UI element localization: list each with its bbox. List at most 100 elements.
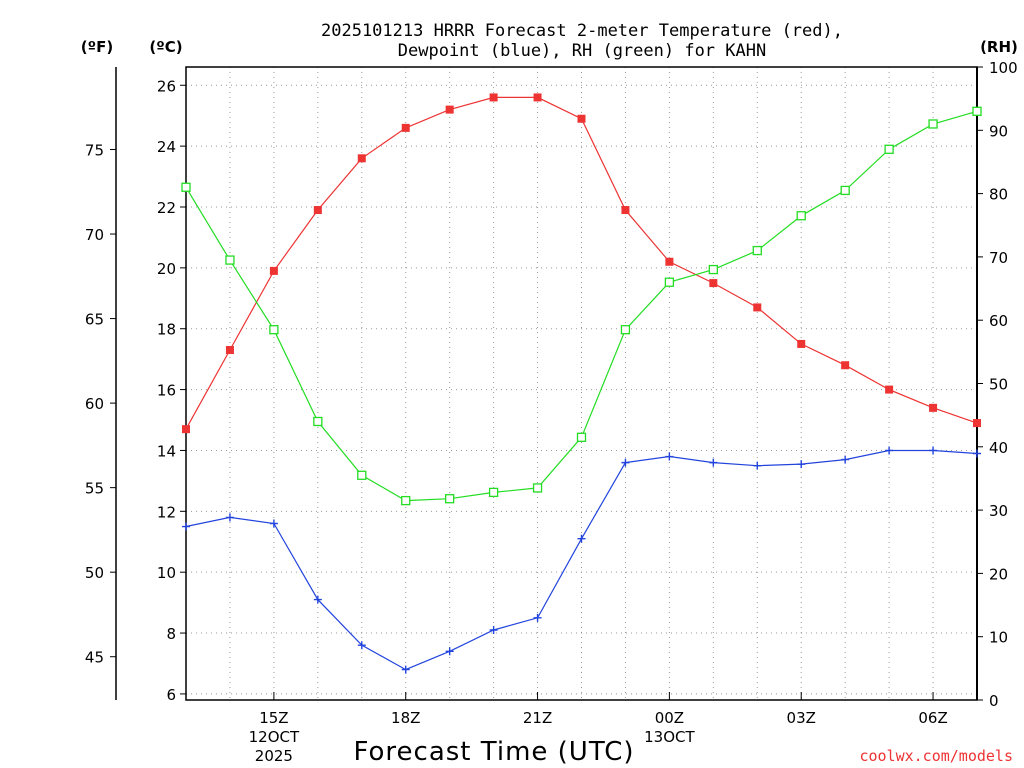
fahrenheit-tick-label: 50 <box>85 564 104 582</box>
fahrenheit-tick-label: 55 <box>85 480 104 498</box>
rh-point <box>532 483 543 493</box>
rh-point <box>357 470 367 480</box>
temperature-point <box>225 346 234 355</box>
temperature-point <box>797 339 806 348</box>
temperature-point <box>357 154 366 163</box>
celsius-tick-label: 16 <box>157 382 176 400</box>
temperature-point <box>709 279 718 288</box>
temperature-point <box>445 105 454 114</box>
dewpoint-point <box>357 641 366 650</box>
temperature-point <box>577 114 586 123</box>
temperature-point <box>313 206 322 215</box>
dewpoint-point <box>182 522 190 531</box>
fahrenheit-tick-label: 45 <box>85 649 104 667</box>
x-axis-title: Forecast Time (UTC) <box>353 737 634 767</box>
dewpoint-point <box>401 665 410 674</box>
rh-unit-label: (RH) <box>980 38 1018 56</box>
celsius-tick-label: 18 <box>157 321 176 339</box>
fahrenheit-unit-label: (ºF) <box>81 38 113 56</box>
dewpoint-point <box>445 647 454 656</box>
dewpoint-point <box>269 519 278 528</box>
rh-point <box>620 325 631 335</box>
dewpoint-point <box>313 595 322 604</box>
fahrenheit-tick-label: 75 <box>85 142 104 160</box>
celsius-tick-label: 14 <box>157 442 176 460</box>
celsius-tick-label: 22 <box>157 199 176 217</box>
dewpoint-point <box>709 458 718 467</box>
rh-point <box>576 432 587 442</box>
celsius-tick-label: 20 <box>157 260 176 278</box>
rh-tick-label: 60 <box>989 312 1008 330</box>
plot-frame <box>185 66 978 701</box>
rh-tick-label: 30 <box>989 502 1008 520</box>
temperature-point <box>665 257 674 266</box>
rh-point <box>225 255 235 265</box>
rh-point <box>840 185 850 196</box>
rh-point <box>972 106 982 116</box>
celsius-unit-label: (ºC) <box>149 38 182 56</box>
dewpoint-line <box>185 449 978 671</box>
x-tick-label: 00Z <box>655 709 684 727</box>
temperature-point <box>973 419 981 428</box>
rh-tick-label: 100 <box>989 59 1018 77</box>
rh-point <box>796 211 806 221</box>
x-tick-label: 18Z <box>391 709 420 727</box>
dewpoint-point <box>577 534 586 543</box>
x-tick-label: 03Z <box>787 709 816 727</box>
tick-labels: 6 8 10 12 14 16 18 20 22 24 26 45 50 55 60 65 70 75 0 10 20 3… <box>85 59 1018 765</box>
temperature-point <box>182 425 190 434</box>
rh-tick-label: 70 <box>989 249 1008 267</box>
celsius-tick-label: 10 <box>157 564 176 582</box>
temperature-point <box>621 206 630 215</box>
rh-point <box>488 487 499 498</box>
rh-point <box>708 264 718 275</box>
fahrenheit-tick-label: 65 <box>85 311 104 329</box>
rh-point <box>181 182 191 192</box>
dewpoint-point <box>929 446 938 455</box>
temperature-point <box>929 403 938 412</box>
rh-tick-label: 0 <box>989 692 999 710</box>
rh-tick-label: 50 <box>989 376 1008 394</box>
dewpoint-point <box>885 446 894 455</box>
celsius-tick-label: 26 <box>157 77 176 95</box>
temperature-point <box>269 266 278 275</box>
dewpoint-point <box>533 613 542 622</box>
x-tick-label: 21Z <box>523 709 552 727</box>
dewpoint-point <box>753 461 762 470</box>
dewpoint-point <box>665 452 674 461</box>
rh-tick-label: 80 <box>989 186 1008 204</box>
rh-point <box>664 277 675 287</box>
rh-tick-label: 90 <box>989 122 1008 140</box>
chart-title-line1: 2025101213 HRRR Forecast 2-meter Tempera… <box>321 21 843 41</box>
rh-point <box>445 494 455 504</box>
dewpoint-point <box>621 458 630 467</box>
grid-lines <box>186 67 977 700</box>
x-tick-label: 15Z <box>259 709 288 727</box>
rh-point <box>269 325 279 335</box>
rh-tick-label: 10 <box>989 629 1008 647</box>
chart-title-line2: Dewpoint (blue), RH (green) for KAHN <box>398 41 766 61</box>
rh-tick-label: 40 <box>989 439 1008 457</box>
rh-point <box>313 416 323 427</box>
dewpoint-point <box>973 449 981 458</box>
chart-axes <box>110 66 983 701</box>
celsius-tick-label: 6 <box>166 686 176 704</box>
x-tick-date-label: 12OCT <box>249 728 300 746</box>
rh-point <box>752 245 762 256</box>
credit-text[interactable]: coolwx.com/models <box>859 747 1013 765</box>
data-series <box>181 93 982 674</box>
rh-point <box>928 119 938 129</box>
fahrenheit-tick-label: 60 <box>85 395 104 413</box>
dewpoint-point <box>489 626 498 635</box>
x-tick-date-label: 13OCT <box>644 728 695 746</box>
temperature-point <box>489 93 498 102</box>
x-tick-label: 06Z <box>918 709 947 727</box>
celsius-tick-label: 24 <box>157 138 176 156</box>
x-tick-year-label: 2025 <box>255 747 293 765</box>
temperature-point <box>533 93 542 102</box>
temperature-point <box>841 361 850 370</box>
celsius-tick-label: 8 <box>166 625 176 643</box>
fahrenheit-tick-label: 70 <box>85 226 104 244</box>
dewpoint-point <box>841 455 850 464</box>
